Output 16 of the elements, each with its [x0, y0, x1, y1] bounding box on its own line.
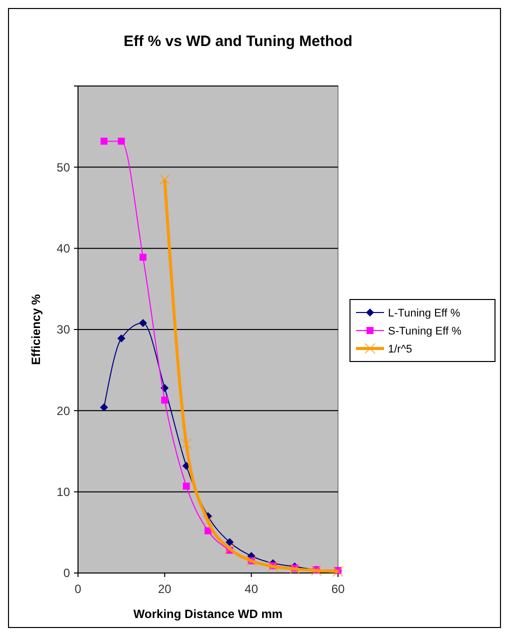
- x-tick-label: 0: [74, 582, 82, 596]
- x-tick-label: 40: [244, 582, 258, 596]
- y-tick-label: 10: [56, 485, 70, 500]
- legend-label: 1/r^5: [388, 343, 412, 356]
- x-axis-title: Working Distance WD mm: [133, 607, 283, 621]
- y-tick-label: 20: [56, 404, 70, 418]
- y-axis-title: Efficiency %: [29, 294, 43, 365]
- y-tick-label: 0: [63, 566, 70, 580]
- y-tick-label: 40: [56, 242, 70, 256]
- legend-label: L-Tuning Eff %: [388, 307, 460, 320]
- x-tick-label: 20: [158, 582, 172, 596]
- x-tick-label: 60: [331, 582, 345, 596]
- y-tick-label: 50: [56, 160, 70, 174]
- legend-label: S-Tuning Eff %: [388, 325, 462, 338]
- chart-title: Eff % vs WD and Tuning Method: [124, 33, 352, 50]
- y-tick-label: 30: [56, 322, 70, 337]
